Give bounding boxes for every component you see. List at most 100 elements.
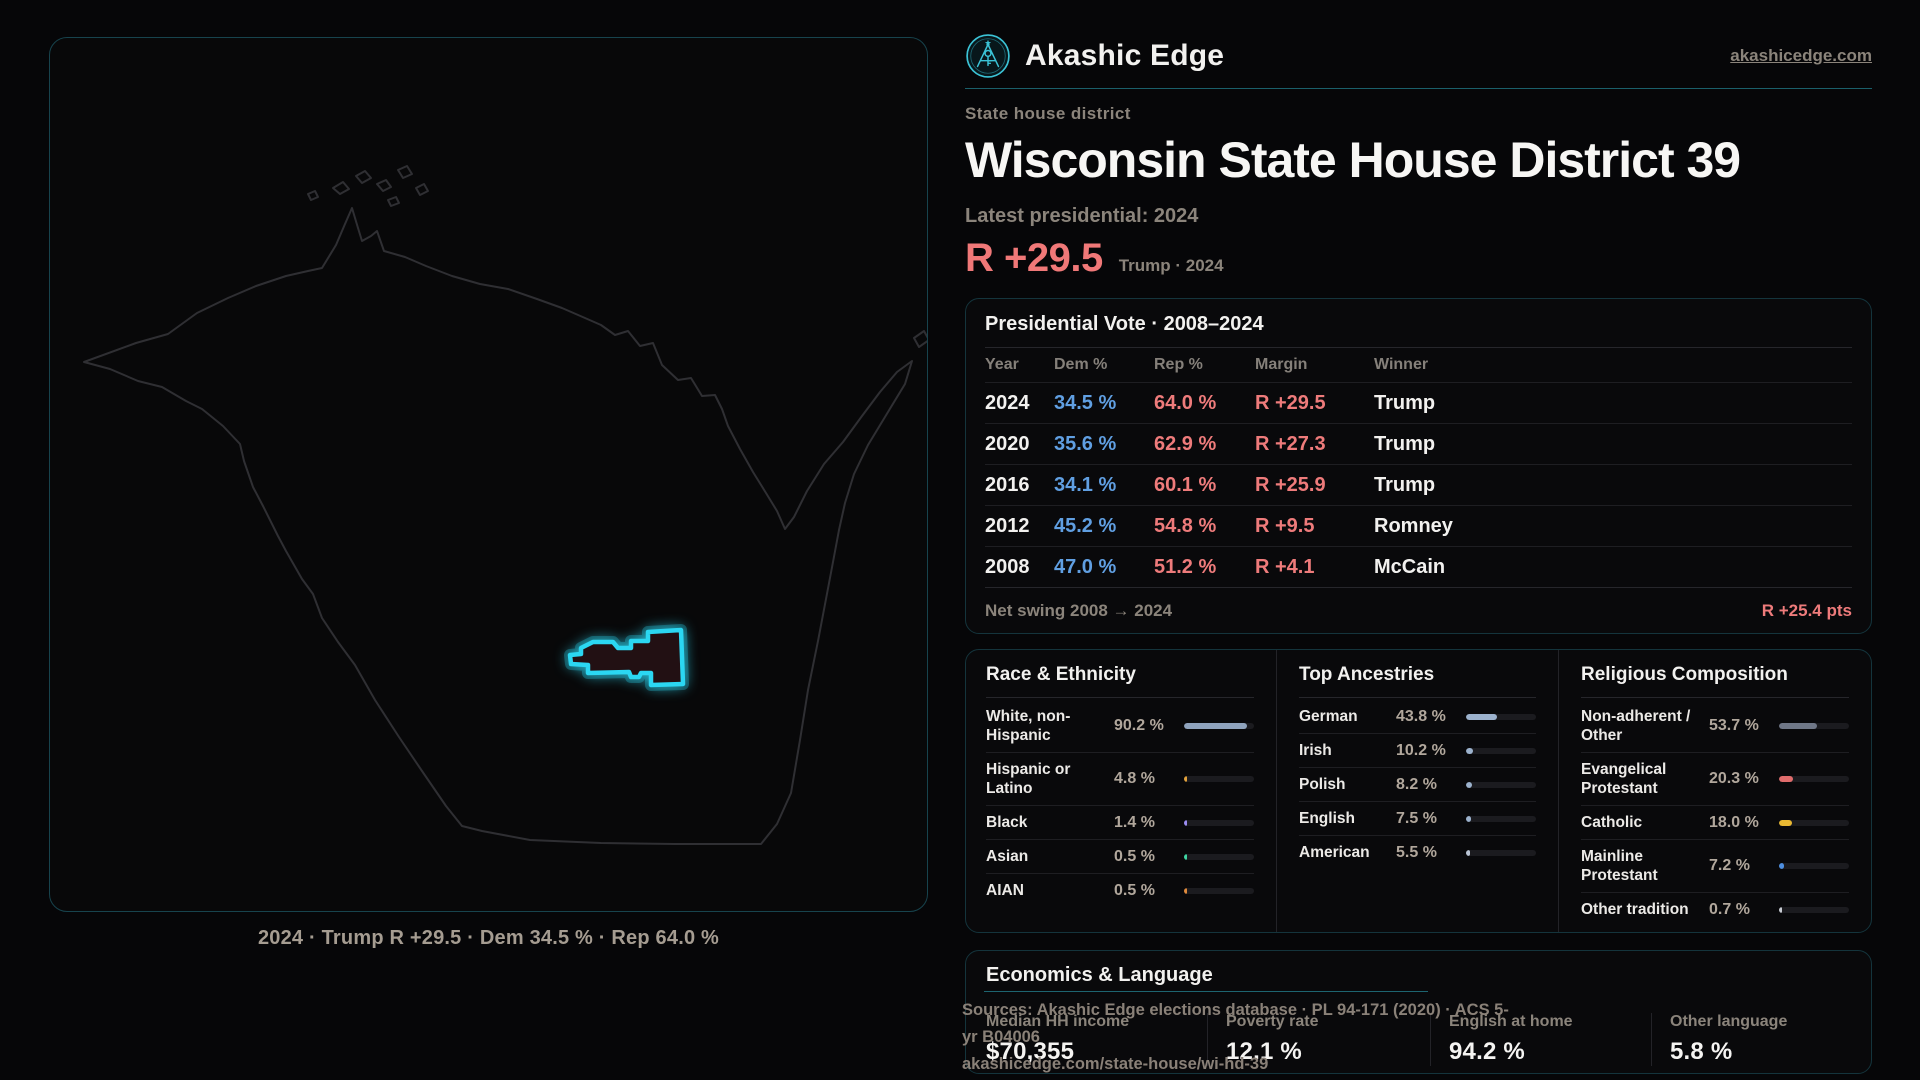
ancestry-label: German — [1299, 708, 1358, 725]
cell-rep: 64.0 % — [1154, 391, 1217, 414]
religion-label: Catholic — [1581, 814, 1643, 831]
list-item: Irish 10.2 % — [1299, 733, 1536, 767]
religion-label: Non-adherent / Other — [1581, 708, 1691, 744]
district-map-panel — [49, 37, 928, 912]
col-winner: Winner — [1374, 356, 1429, 373]
economics-title: Economics & Language — [986, 964, 1213, 986]
bar-track — [1466, 849, 1536, 856]
vote-table-header: Year Dem % Rep % Margin Winner — [985, 348, 1852, 382]
table-row: 2016 34.1 % 60.1 % R +25.9 Trump — [985, 464, 1852, 505]
cell-margin: R +29.5 — [1255, 391, 1326, 414]
ancestry-value: 43.8 % — [1396, 707, 1446, 725]
bar-track — [1466, 713, 1536, 720]
bar-track — [1466, 781, 1536, 788]
ancestry-value: 7.5 % — [1396, 809, 1437, 827]
source-url-link[interactable]: akashicedge.com/state-house/wi-hd-39 — [962, 1055, 1269, 1073]
religion-value: 18.0 % — [1709, 813, 1759, 831]
list-item: Catholic 18.0 % — [1581, 805, 1849, 839]
ancestries-column: Top Ancestries German 43.8 % Irish 10.2 … — [1276, 650, 1558, 932]
bar-fill — [1779, 723, 1817, 729]
brand-domain-link[interactable]: akashicedge.com — [1730, 46, 1872, 65]
ancestries-title: Top Ancestries — [1299, 664, 1435, 685]
cell-margin: R +4.1 — [1255, 555, 1315, 578]
religion-title: Religious Composition — [1581, 664, 1788, 685]
district-type-eyebrow: State house district — [965, 104, 1131, 123]
cell-year: 2012 — [985, 514, 1030, 537]
col-rep: Rep % — [1154, 356, 1203, 373]
race-value: 4.8 % — [1114, 770, 1155, 787]
bar-fill — [1779, 863, 1785, 869]
cell-dem: 47.0 % — [1054, 555, 1117, 578]
cell-winner: Romney — [1374, 514, 1453, 537]
ancestry-value: 5.5 % — [1396, 843, 1437, 861]
cell-margin: R +9.5 — [1255, 514, 1315, 537]
race-label: White, non-Hispanic — [986, 708, 1071, 744]
race-ethnicity-column: Race & Ethnicity White, non-Hispanic 90.… — [966, 650, 1276, 932]
race-label: AIAN — [986, 882, 1024, 899]
bar-fill — [1184, 853, 1187, 860]
wisconsin-map — [83, 165, 927, 845]
cell-rep: 60.1 % — [1154, 473, 1217, 496]
net-swing-value: R +25.4 pts — [1761, 601, 1852, 620]
vote-panel-title: Presidential Vote · 2008–2024 — [985, 313, 1264, 335]
bar-track — [1466, 815, 1536, 822]
stat-label: Poverty rate — [1226, 1013, 1319, 1030]
source-footer: Sources: Akashic Edge elections database… — [962, 997, 1522, 1078]
cell-margin: R +25.9 — [1255, 473, 1326, 496]
cell-margin: R +27.3 — [1255, 432, 1326, 455]
list-item: Black 1.4 % — [986, 805, 1254, 839]
religion-label: Other tradition — [1581, 901, 1689, 918]
list-item: American 5.5 % — [1299, 835, 1536, 869]
stat-poverty-rate: Poverty rate 12.1 % — [1207, 1013, 1430, 1066]
bar-fill — [1184, 776, 1188, 782]
cell-winner: Trump — [1374, 391, 1436, 414]
bar-track — [1184, 776, 1254, 782]
stat-value: 94.2 % — [1449, 1038, 1525, 1065]
bar-track — [1466, 747, 1536, 754]
race-label: Black — [986, 814, 1028, 831]
bar-track — [1779, 723, 1849, 729]
bar-track — [1184, 819, 1254, 826]
bar-fill — [1466, 747, 1474, 754]
race-value: 0.5 % — [1114, 881, 1155, 899]
divider — [1299, 697, 1536, 698]
stat-other-language: Other language 5.8 % — [1651, 1013, 1871, 1066]
religion-label: Evangelical Protestant — [1581, 761, 1667, 797]
akashic-edge-logo-icon — [966, 34, 1010, 78]
cell-year: 2020 — [985, 432, 1030, 455]
table-row: 2008 47.0 % 51.2 % R +4.1 McCain — [985, 546, 1852, 587]
list-item: Evangelical Protestant 20.3 % — [1581, 752, 1849, 805]
table-row: 2024 34.5 % 64.0 % R +29.5 Trump — [985, 382, 1852, 423]
map-caption: 2024 · Trump R +29.5 · Dem 34.5 % · Rep … — [257, 927, 720, 949]
cell-dem: 34.1 % — [1054, 473, 1117, 496]
religion-value: 7.2 % — [1709, 857, 1750, 874]
cell-dem: 35.6 % — [1054, 432, 1117, 455]
table-row: 2020 35.6 % 62.9 % R +27.3 Trump — [985, 423, 1852, 464]
race-value: 90.2 % — [1114, 717, 1164, 734]
list-item: AIAN 0.5 % — [986, 873, 1254, 907]
religion-column: Religious Composition Non-adherent / Oth… — [1558, 650, 1871, 932]
list-item: Polish 8.2 % — [1299, 767, 1536, 801]
cell-rep: 51.2 % — [1154, 555, 1217, 578]
bar-track — [1184, 723, 1254, 729]
bar-fill — [1466, 713, 1497, 720]
divider — [1581, 697, 1849, 698]
presidential-vote-panel: Presidential Vote · 2008–2024 Year Dem %… — [965, 298, 1872, 634]
list-item: Other tradition 0.7 % — [1581, 892, 1849, 926]
brand-name: Akashic Edge — [1025, 39, 1225, 72]
race-title: Race & Ethnicity — [986, 664, 1136, 685]
net-swing-row: Net swing 2008 → 2024 R +25.4 pts — [985, 587, 1852, 633]
stat-label: Other language — [1670, 1013, 1788, 1030]
bar-fill — [1779, 819, 1792, 826]
stat-english-at-home: English at home 94.2 % — [1430, 1013, 1651, 1066]
source-divider — [984, 991, 1428, 992]
district-39-shape[interactable] — [564, 624, 689, 691]
bar-track — [1779, 906, 1849, 913]
stat-label: English at home — [1449, 1013, 1573, 1030]
ancestry-label: American — [1299, 844, 1370, 861]
cell-year: 2024 — [985, 391, 1030, 414]
race-value: 0.5 % — [1114, 847, 1155, 865]
list-item: Asian 0.5 % — [986, 839, 1254, 873]
bar-fill — [1779, 776, 1794, 782]
race-value: 1.4 % — [1114, 813, 1155, 831]
